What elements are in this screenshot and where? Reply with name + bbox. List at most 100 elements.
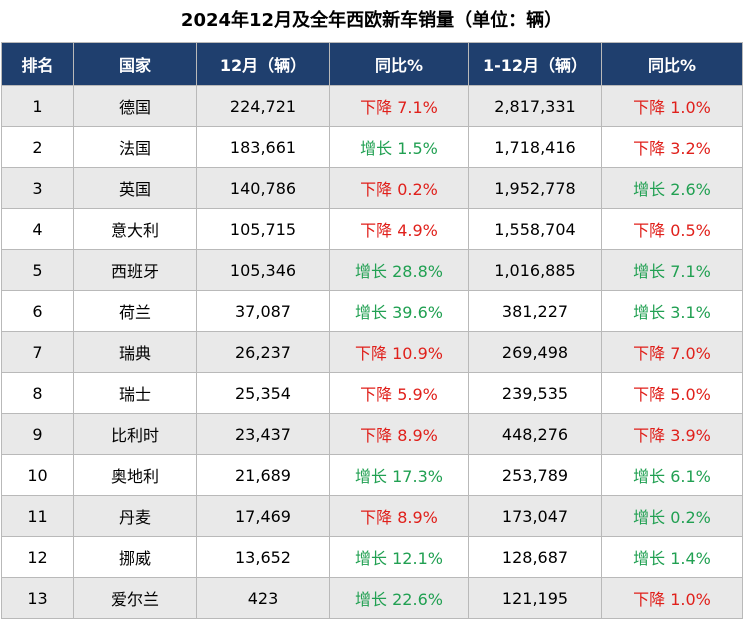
cell-full-year-sales: 173,047	[468, 495, 602, 537]
cell-country: 法国	[73, 126, 197, 168]
cell-december-yoy: 下降 5.9%	[329, 372, 469, 414]
table-body: 1 德国 224,721 下降 7.1% 2,817,331 下降 1.0% 2 法国 183,…	[1, 85, 743, 619]
cell-full-year-sales: 269,498	[468, 331, 602, 373]
cell-country: 比利时	[73, 413, 197, 455]
header-december-yoy: 同比%	[329, 42, 469, 86]
cell-full-year-yoy: 增长 0.2%	[601, 495, 743, 537]
cell-country: 荷兰	[73, 290, 197, 332]
cell-december-yoy: 增长 1.5%	[329, 126, 469, 168]
table-row: 13 爱尔兰 423 增长 22.6% 121,195 下降 1.0%	[1, 577, 743, 619]
cell-full-year-yoy: 下降 3.2%	[601, 126, 743, 168]
cell-december-yoy: 增长 17.3%	[329, 454, 469, 496]
cell-full-year-yoy: 下降 1.0%	[601, 85, 743, 127]
cell-december-yoy: 下降 8.9%	[329, 413, 469, 455]
cell-country: 英国	[73, 167, 197, 209]
table-header: 排名 国家 12月（辆） 同比% 1-12月（辆） 同比%	[1, 42, 743, 86]
table-row: 5 西班牙 105,346 增长 28.8% 1,016,885 增长 7.1%	[1, 249, 743, 291]
cell-december-sales: 23,437	[196, 413, 330, 455]
cell-full-year-yoy: 下降 7.0%	[601, 331, 743, 373]
cell-december-yoy: 下降 0.2%	[329, 167, 469, 209]
cell-december-sales: 13,652	[196, 536, 330, 578]
cell-full-year-sales: 128,687	[468, 536, 602, 578]
cell-december-yoy: 增长 22.6%	[329, 577, 469, 619]
table-row: 3 英国 140,786 下降 0.2% 1,952,778 增长 2.6%	[1, 167, 743, 209]
cell-country: 挪威	[73, 536, 197, 578]
cell-rank: 9	[1, 413, 74, 455]
cell-full-year-yoy: 增长 6.1%	[601, 454, 743, 496]
header-row: 排名 国家 12月（辆） 同比% 1-12月（辆） 同比%	[1, 42, 743, 86]
cell-full-year-yoy: 下降 3.9%	[601, 413, 743, 455]
sales-table: 排名 国家 12月（辆） 同比% 1-12月（辆） 同比% 1 德国 224,721…	[1, 42, 743, 619]
cell-rank: 2	[1, 126, 74, 168]
cell-rank: 1	[1, 85, 74, 127]
cell-full-year-yoy: 下降 1.0%	[601, 577, 743, 619]
cell-rank: 5	[1, 249, 74, 291]
cell-full-year-yoy: 下降 0.5%	[601, 208, 743, 250]
header-full-year-yoy: 同比%	[601, 42, 743, 86]
cell-december-yoy: 增长 28.8%	[329, 249, 469, 291]
cell-rank: 3	[1, 167, 74, 209]
cell-rank: 4	[1, 208, 74, 250]
cell-december-sales: 26,237	[196, 331, 330, 373]
cell-full-year-sales: 1,718,416	[468, 126, 602, 168]
cell-full-year-sales: 253,789	[468, 454, 602, 496]
cell-full-year-sales: 1,952,778	[468, 167, 602, 209]
header-country: 国家	[73, 42, 197, 86]
table-row: 10 奥地利 21,689 增长 17.3% 253,789 增长 6.1%	[1, 454, 743, 496]
cell-country: 奥地利	[73, 454, 197, 496]
cell-rank: 10	[1, 454, 74, 496]
cell-country: 瑞士	[73, 372, 197, 414]
cell-december-sales: 105,346	[196, 249, 330, 291]
table-row: 11 丹麦 17,469 下降 8.9% 173,047 增长 0.2%	[1, 495, 743, 537]
cell-rank: 8	[1, 372, 74, 414]
cell-december-sales: 183,661	[196, 126, 330, 168]
cell-country: 德国	[73, 85, 197, 127]
table-row: 8 瑞士 25,354 下降 5.9% 239,535 下降 5.0%	[1, 372, 743, 414]
cell-full-year-sales: 1,558,704	[468, 208, 602, 250]
cell-rank: 12	[1, 536, 74, 578]
table-row: 7 瑞典 26,237 下降 10.9% 269,498 下降 7.0%	[1, 331, 743, 373]
cell-full-year-sales: 1,016,885	[468, 249, 602, 291]
cell-december-sales: 224,721	[196, 85, 330, 127]
cell-rank: 7	[1, 331, 74, 373]
cell-december-yoy: 下降 8.9%	[329, 495, 469, 537]
cell-rank: 13	[1, 577, 74, 619]
table-row: 12 挪威 13,652 增长 12.1% 128,687 增长 1.4%	[1, 536, 743, 578]
table-row: 9 比利时 23,437 下降 8.9% 448,276 下降 3.9%	[1, 413, 743, 455]
cell-full-year-yoy: 增长 7.1%	[601, 249, 743, 291]
cell-rank: 6	[1, 290, 74, 332]
table-row: 6 荷兰 37,087 增长 39.6% 381,227 增长 3.1%	[1, 290, 743, 332]
cell-country: 瑞典	[73, 331, 197, 373]
cell-full-year-yoy: 增长 3.1%	[601, 290, 743, 332]
cell-december-sales: 423	[196, 577, 330, 619]
cell-country: 丹麦	[73, 495, 197, 537]
cell-rank: 11	[1, 495, 74, 537]
cell-december-sales: 25,354	[196, 372, 330, 414]
cell-country: 意大利	[73, 208, 197, 250]
header-rank: 排名	[1, 42, 74, 86]
cell-full-year-sales: 381,227	[468, 290, 602, 332]
cell-full-year-sales: 239,535	[468, 372, 602, 414]
cell-december-sales: 17,469	[196, 495, 330, 537]
header-december: 12月（辆）	[196, 42, 330, 86]
cell-december-yoy: 增长 12.1%	[329, 536, 469, 578]
cell-full-year-sales: 448,276	[468, 413, 602, 455]
header-full-year: 1-12月（辆）	[468, 42, 602, 86]
cell-full-year-sales: 2,817,331	[468, 85, 602, 127]
cell-december-sales: 140,786	[196, 167, 330, 209]
table-row: 4 意大利 105,715 下降 4.9% 1,558,704 下降 0.5%	[1, 208, 743, 250]
cell-december-yoy: 下降 7.1%	[329, 85, 469, 127]
cell-december-sales: 21,689	[196, 454, 330, 496]
cell-country: 爱尔兰	[73, 577, 197, 619]
cell-full-year-sales: 121,195	[468, 577, 602, 619]
cell-december-yoy: 下降 10.9%	[329, 331, 469, 373]
cell-country: 西班牙	[73, 249, 197, 291]
cell-december-sales: 105,715	[196, 208, 330, 250]
cell-december-sales: 37,087	[196, 290, 330, 332]
cell-december-yoy: 增长 39.6%	[329, 290, 469, 332]
table-row: 2 法国 183,661 增长 1.5% 1,718,416 下降 3.2%	[1, 126, 743, 168]
cell-full-year-yoy: 增长 2.6%	[601, 167, 743, 209]
table-title: 2024年12月及全年西欧新车销量（单位：辆）	[180, 10, 563, 31]
cell-december-yoy: 下降 4.9%	[329, 208, 469, 250]
cell-full-year-yoy: 下降 5.0%	[601, 372, 743, 414]
